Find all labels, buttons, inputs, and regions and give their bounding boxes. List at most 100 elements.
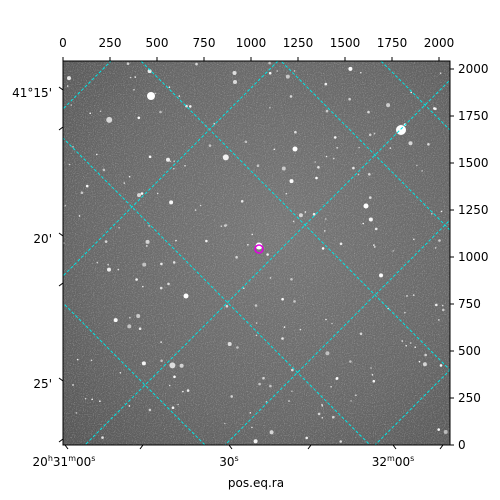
bright-star	[147, 92, 155, 100]
top-tick-label: 1250	[283, 36, 314, 50]
grid-line	[140, 61, 450, 371]
star	[101, 436, 104, 439]
star	[321, 405, 324, 407]
star	[96, 261, 99, 264]
star	[359, 332, 363, 336]
star	[128, 175, 131, 178]
star	[392, 250, 395, 252]
star	[227, 342, 232, 346]
star	[333, 157, 335, 160]
star	[137, 116, 141, 120]
star	[362, 222, 365, 225]
star	[80, 191, 84, 195]
star	[422, 362, 427, 367]
star	[236, 346, 239, 349]
star	[128, 405, 131, 407]
star	[439, 72, 442, 75]
axis-tick	[58, 86, 64, 91]
star	[294, 130, 297, 134]
plot-frame	[62, 60, 451, 446]
star	[355, 394, 357, 397]
axis-tick	[58, 377, 64, 382]
star	[127, 324, 132, 329]
star	[374, 246, 376, 248]
star	[412, 294, 415, 296]
star	[438, 319, 440, 321]
top-tick-label: 1000	[236, 36, 267, 50]
right-tick-label: 1750	[458, 109, 489, 123]
top-tick-label: 750	[193, 36, 216, 50]
grid-line	[224, 219, 450, 445]
star	[268, 71, 272, 75]
star	[265, 400, 268, 403]
star	[299, 328, 302, 331]
star	[244, 140, 248, 144]
star	[333, 136, 337, 139]
star	[225, 304, 229, 308]
star	[247, 244, 249, 246]
left-tick-label: 25'	[33, 377, 52, 391]
star	[348, 66, 353, 71]
star	[184, 165, 186, 167]
star	[291, 390, 293, 393]
star	[255, 322, 258, 324]
star	[312, 212, 316, 216]
star	[255, 334, 258, 337]
star	[298, 213, 303, 218]
star	[330, 386, 332, 388]
star	[159, 286, 163, 290]
star	[293, 300, 296, 303]
star	[106, 116, 113, 123]
left-tick-label: 20'	[33, 232, 52, 246]
star	[173, 167, 175, 170]
right-tick-label: 1250	[458, 203, 489, 217]
left-axis-labels: 41°15' 20' 25'	[12, 86, 52, 391]
bottom-axis-labels: 20h31m00s 30s 32m00s	[33, 454, 415, 469]
star	[107, 263, 109, 266]
star	[379, 273, 383, 278]
star	[182, 390, 184, 393]
bright-star	[363, 203, 369, 209]
star	[75, 412, 78, 414]
star	[321, 247, 325, 250]
star	[145, 239, 150, 244]
star	[205, 239, 208, 243]
star	[324, 230, 326, 232]
star	[285, 192, 288, 195]
star	[76, 358, 79, 361]
star	[169, 200, 174, 205]
star	[335, 377, 339, 380]
star	[348, 97, 351, 101]
star	[442, 308, 445, 312]
bright-star	[255, 242, 263, 250]
star	[332, 415, 335, 419]
star	[113, 318, 118, 323]
star	[138, 327, 142, 331]
right-axis-labels: 0 250 500 750 1000 1250 1500 1750 2000	[458, 62, 489, 452]
star	[285, 74, 290, 79]
star	[324, 82, 328, 86]
star	[254, 304, 258, 307]
star	[118, 226, 120, 229]
star	[433, 107, 436, 110]
star	[325, 351, 330, 356]
star	[256, 164, 260, 167]
axis-tick	[58, 232, 64, 237]
star	[243, 287, 245, 290]
grid-line	[63, 61, 279, 277]
target-marker	[254, 244, 264, 254]
star	[358, 146, 360, 149]
star	[317, 412, 321, 416]
star	[232, 71, 237, 75]
star	[167, 282, 170, 286]
bright-star	[292, 146, 298, 152]
left-tick-label: 41°15'	[12, 86, 52, 100]
right-tick-label: 250	[458, 391, 481, 405]
bottom-tick-label: 20h31m00s	[33, 454, 96, 469]
star	[96, 153, 98, 156]
sky-image	[63, 61, 450, 445]
star	[325, 318, 327, 321]
star	[85, 184, 89, 188]
star	[386, 103, 391, 108]
top-tick-label: 0	[59, 36, 67, 50]
